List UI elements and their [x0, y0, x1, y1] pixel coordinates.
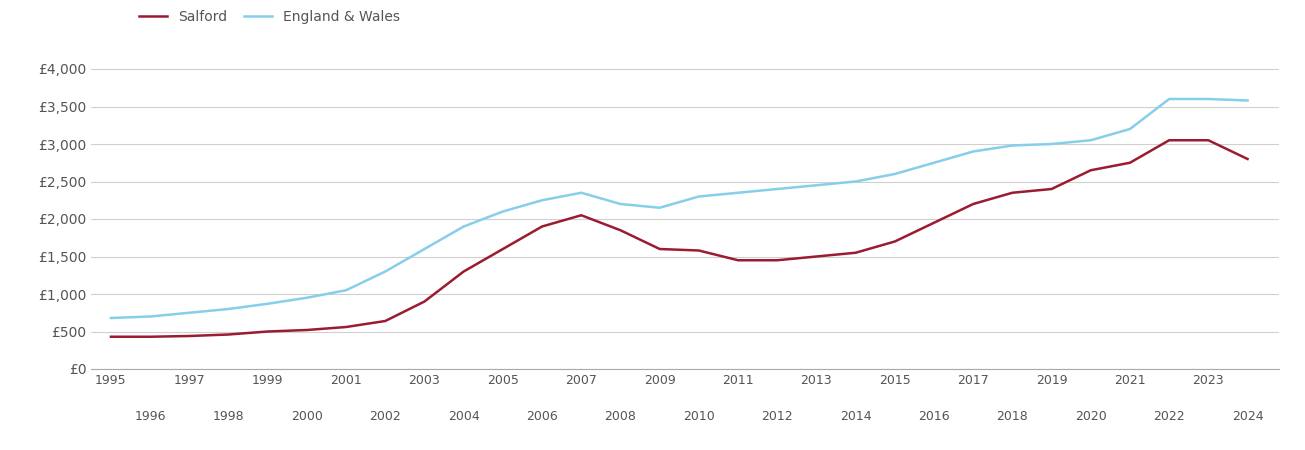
Salford	[534, 224, 549, 229]
Salford	[887, 239, 903, 244]
Salford	[770, 257, 786, 263]
Salford	[299, 327, 315, 333]
Salford	[142, 334, 158, 339]
Salford	[416, 299, 432, 304]
Salford	[221, 332, 236, 337]
Text: 2000: 2000	[291, 410, 322, 423]
England & Wales	[1161, 96, 1177, 102]
Text: 2012: 2012	[761, 410, 793, 423]
England & Wales	[534, 198, 549, 203]
England & Wales	[731, 190, 746, 195]
Text: 2014: 2014	[840, 410, 872, 423]
England & Wales	[1005, 143, 1021, 148]
England & Wales	[887, 171, 903, 177]
England & Wales	[299, 295, 315, 301]
Salford	[260, 329, 275, 334]
England & Wales	[692, 194, 707, 199]
Salford	[338, 324, 354, 330]
Salford	[692, 248, 707, 253]
England & Wales	[770, 186, 786, 192]
Text: 1996: 1996	[134, 410, 166, 423]
Text: 1998: 1998	[213, 410, 244, 423]
Salford	[1240, 156, 1255, 162]
England & Wales	[221, 306, 236, 312]
England & Wales	[1122, 126, 1138, 132]
Text: 2018: 2018	[997, 410, 1028, 423]
Salford	[1122, 160, 1138, 166]
Text: 2010: 2010	[683, 410, 715, 423]
Text: 2020: 2020	[1075, 410, 1107, 423]
England & Wales	[103, 315, 119, 321]
Salford	[1201, 138, 1216, 143]
Salford	[651, 246, 667, 252]
Salford	[927, 220, 942, 225]
Salford	[612, 228, 628, 233]
England & Wales	[338, 288, 354, 293]
England & Wales	[612, 201, 628, 207]
England & Wales	[455, 224, 471, 229]
Legend: Salford, England & Wales: Salford, England & Wales	[134, 4, 406, 29]
Salford	[809, 254, 825, 259]
England & Wales	[927, 160, 942, 166]
Salford	[1005, 190, 1021, 195]
England & Wales	[377, 269, 393, 274]
England & Wales	[181, 310, 197, 315]
Salford	[495, 246, 510, 252]
Salford	[377, 318, 393, 324]
England & Wales	[1240, 98, 1255, 103]
England & Wales	[651, 205, 667, 211]
England & Wales	[495, 209, 510, 214]
England & Wales	[848, 179, 864, 184]
Salford	[848, 250, 864, 256]
Text: 2004: 2004	[448, 410, 479, 423]
England & Wales	[1201, 96, 1216, 102]
Line: Salford: Salford	[111, 140, 1248, 337]
Salford	[181, 333, 197, 339]
Salford	[1044, 186, 1060, 192]
England & Wales	[260, 301, 275, 306]
England & Wales	[573, 190, 589, 195]
England & Wales	[1044, 141, 1060, 147]
Line: England & Wales: England & Wales	[111, 99, 1248, 318]
Salford	[573, 212, 589, 218]
Salford	[1083, 167, 1099, 173]
Salford	[455, 269, 471, 274]
Text: 2024: 2024	[1232, 410, 1263, 423]
England & Wales	[416, 246, 432, 252]
Text: 2022: 2022	[1154, 410, 1185, 423]
England & Wales	[1083, 138, 1099, 143]
Text: 2006: 2006	[526, 410, 559, 423]
Salford	[1161, 138, 1177, 143]
England & Wales	[809, 183, 825, 188]
Text: 2002: 2002	[369, 410, 401, 423]
Text: 2016: 2016	[919, 410, 950, 423]
Text: 2008: 2008	[604, 410, 637, 423]
England & Wales	[966, 149, 981, 154]
Salford	[731, 257, 746, 263]
Salford	[103, 334, 119, 339]
England & Wales	[142, 314, 158, 319]
Salford	[966, 201, 981, 207]
